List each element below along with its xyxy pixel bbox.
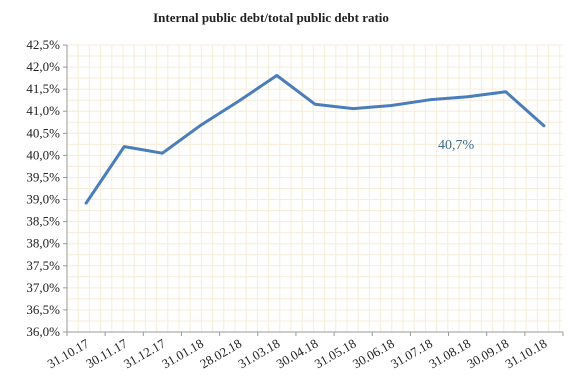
y-tick-label: 36,5%: [26, 302, 60, 317]
y-tick-label: 39,5%: [26, 169, 60, 184]
data-point: [85, 202, 87, 204]
data-point: [161, 152, 163, 154]
data-point: [314, 103, 316, 105]
y-tick-label: 40,5%: [26, 125, 60, 140]
chart-title: Internal public debt/total public debt r…: [153, 10, 389, 25]
y-tick-label: 40,0%: [26, 147, 60, 162]
data-point: [123, 146, 125, 148]
x-tick-label: 30.09.18: [464, 336, 511, 372]
y-tick-label: 41,0%: [26, 103, 60, 118]
x-axis-ticks: 31.10.1730.11.1731.12.1731.01.1828.02.18…: [45, 332, 564, 372]
data-point: [200, 124, 201, 126]
data-point: [276, 75, 278, 76]
data-point: [238, 100, 240, 102]
x-tick-label: 30.06.18: [350, 336, 397, 372]
x-tick-label: 30.04.18: [274, 336, 321, 372]
data-point: [429, 99, 430, 101]
data-point: [390, 105, 392, 106]
x-tick-label: 31.10.17: [45, 335, 92, 371]
x-tick-label: 31.03.18: [235, 336, 282, 372]
x-tick-label: 31.08.18: [426, 336, 473, 372]
y-tick-label: 37,5%: [26, 258, 60, 273]
axes: [66, 45, 563, 333]
y-axis-ticks: 36,0% 36,5% 37,0% 37,5% 38,0% 38,5% 39,0% 39,5%…: [26, 37, 67, 339]
y-tick-label: 42,5%: [26, 37, 60, 52]
y-tick-label: 41,5%: [26, 81, 60, 96]
annotation-label: 40,7%: [438, 138, 475, 153]
x-tick-label: 31.07.18: [388, 336, 435, 372]
data-point: [352, 108, 354, 110]
y-tick-label: 36,0%: [26, 324, 60, 339]
x-tick-label: 31.01.18: [159, 336, 206, 372]
y-tick-label: 37,0%: [26, 280, 60, 295]
x-tick-label: 31.05.18: [312, 336, 359, 372]
series-line: [84, 74, 546, 205]
data-point: [505, 91, 507, 93]
y-tick-label: 42,0%: [26, 59, 60, 74]
grid: [67, 44, 563, 332]
y-tick-label: 38,0%: [26, 236, 60, 251]
data-point: [543, 125, 545, 127]
x-tick-label: 28.02.18: [197, 336, 244, 372]
x-tick-label: 30.11.17: [83, 335, 130, 371]
y-tick-label: 38,5%: [26, 214, 60, 229]
data-point: [467, 96, 469, 98]
x-tick-label: 31.10.18: [503, 336, 550, 372]
series-layer: [84, 74, 546, 205]
y-tick-label: 39,0%: [26, 192, 60, 207]
x-tick-label: 31.12.17: [121, 335, 168, 371]
